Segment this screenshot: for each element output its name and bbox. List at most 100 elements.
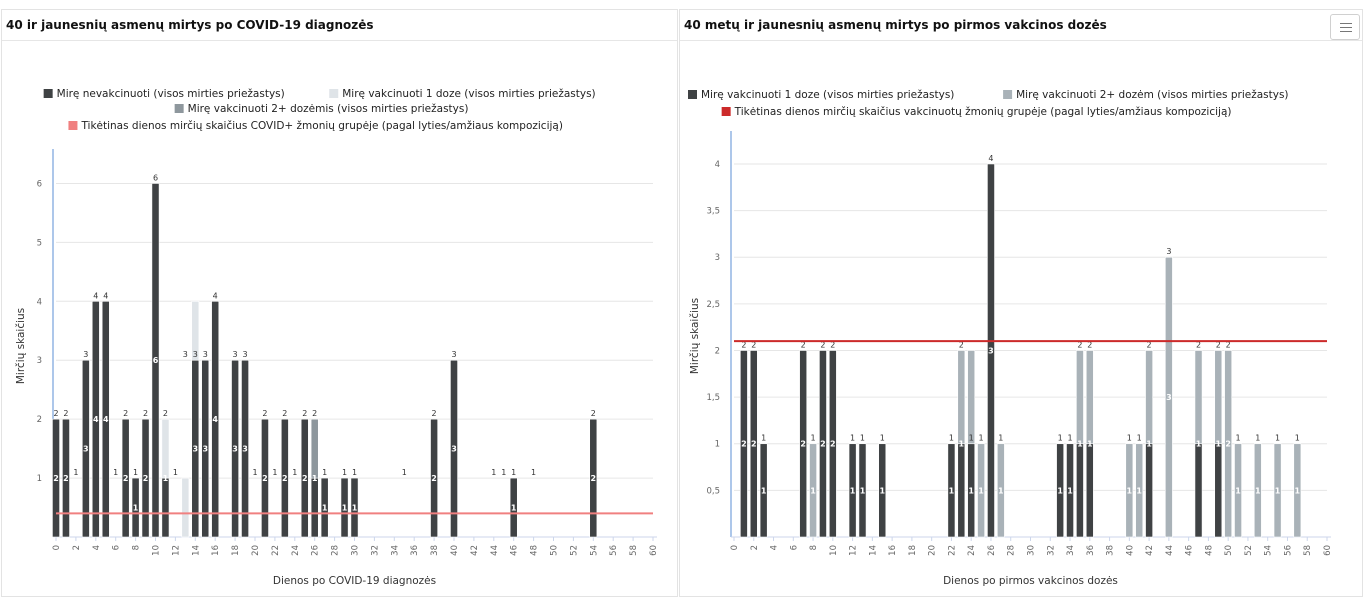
bar-data-label: 1 bbox=[183, 445, 189, 454]
bar-segment bbox=[1135, 443, 1144, 538]
bar-segment bbox=[1253, 443, 1262, 538]
x-tick-label: 12 bbox=[849, 545, 859, 556]
x-tick-label: 58 bbox=[629, 545, 639, 556]
x-tick-label: 4 bbox=[770, 545, 780, 550]
bar-segment bbox=[261, 418, 269, 538]
x-tick-label: 2 bbox=[72, 545, 82, 550]
x-tick-label: 18 bbox=[231, 545, 241, 556]
bar-segment bbox=[320, 477, 329, 538]
bar-data-label: 2 bbox=[1225, 440, 1231, 449]
x-tick-label: 22 bbox=[947, 545, 957, 556]
bar-total-label: 1 bbox=[1067, 434, 1072, 443]
bar-segment bbox=[131, 477, 140, 538]
bar-data-label: 1 bbox=[879, 486, 885, 495]
bar-segment bbox=[241, 359, 249, 538]
bar-data-label: 1 bbox=[531, 504, 537, 513]
x-tick-label: 56 bbox=[609, 545, 619, 556]
bar-total-label: 1 bbox=[811, 434, 816, 443]
x-tick-label: 28 bbox=[1007, 545, 1017, 556]
bar-segment bbox=[141, 418, 150, 538]
bar-segment bbox=[450, 359, 458, 538]
bar-segment bbox=[52, 418, 60, 538]
bar-data-label: 1 bbox=[163, 474, 169, 483]
bar-total-label: 2 bbox=[143, 409, 148, 418]
x-tick-label: 2 bbox=[750, 545, 760, 550]
bar-data-label: 1 bbox=[1077, 440, 1083, 449]
bar-data-label: 3 bbox=[193, 445, 199, 454]
bar-total-label: 3 bbox=[193, 350, 198, 359]
bar-segment bbox=[1194, 443, 1203, 538]
bar-segment bbox=[947, 443, 956, 538]
bar-segment bbox=[231, 359, 239, 538]
x-tick-label: 26 bbox=[987, 545, 997, 556]
x-tick-label: 40 bbox=[450, 545, 460, 556]
bar-total-label: 1 bbox=[1137, 434, 1142, 443]
bar-data-label: 3 bbox=[83, 445, 89, 454]
x-tick-label: 6 bbox=[112, 545, 122, 550]
y-tick-label: 2 bbox=[715, 346, 720, 356]
bar-data-label: 1 bbox=[73, 504, 79, 513]
bar-data-label: 1 bbox=[1215, 440, 1221, 449]
bar-data-label: 2 bbox=[431, 474, 437, 483]
bar-data-label: 1 bbox=[959, 440, 965, 449]
x-tick-label: 16 bbox=[211, 545, 221, 556]
bar-data-label: 1 bbox=[491, 504, 497, 513]
x-tick-label: 50 bbox=[550, 545, 560, 556]
bar-total-label: 6 bbox=[153, 173, 158, 182]
bar-data-label: 1 bbox=[401, 504, 407, 513]
bar-segment bbox=[350, 477, 359, 538]
bar-total-label: 4 bbox=[93, 291, 98, 300]
legend-swatch bbox=[329, 89, 339, 98]
bar-segment bbox=[1194, 350, 1203, 445]
x-tick-label: 24 bbox=[967, 545, 977, 556]
y-tick-label: 1 bbox=[37, 474, 42, 484]
y-tick-label: 5 bbox=[37, 238, 42, 248]
legend-label: Mirę vakcinuoti 2+ dozėmis (visos mirtie… bbox=[188, 103, 469, 115]
legend-label: Mirę vakcinuoti 1 doze (visos mirties pr… bbox=[701, 89, 954, 101]
bar-total-label: 1 bbox=[998, 434, 1003, 443]
x-tick-label: 16 bbox=[888, 545, 898, 556]
bar-data-label: 1 bbox=[860, 486, 866, 495]
bar-segment bbox=[1214, 350, 1223, 445]
bar-data-label: 4 bbox=[93, 415, 99, 424]
legend-label: Mirę nevakcinuoti (visos mirties priežas… bbox=[57, 88, 285, 100]
bar-segment bbox=[819, 350, 827, 538]
bar-data-label: 4 bbox=[103, 415, 109, 424]
x-tick-label: 38 bbox=[1106, 545, 1116, 556]
x-tick-label: 10 bbox=[152, 545, 162, 556]
y-tick-label: 1,5 bbox=[706, 393, 720, 403]
bar-segment bbox=[1076, 350, 1084, 445]
bar-data-label: 3 bbox=[1166, 393, 1172, 402]
bar-total-label: 2 bbox=[801, 340, 806, 349]
hamburger-menu-icon[interactable] bbox=[1330, 14, 1360, 40]
bar-segment bbox=[749, 350, 758, 538]
bar-total-label: 4 bbox=[988, 154, 993, 163]
bar-segment bbox=[740, 350, 748, 538]
x-axis-title: Dienos po pirmos vakcinos dozės bbox=[943, 575, 1118, 587]
bar-total-label: 4 bbox=[103, 291, 108, 300]
y-tick-label: 2 bbox=[37, 415, 42, 425]
bar-data-label: 1 bbox=[1255, 486, 1261, 495]
x-tick-label: 52 bbox=[569, 545, 579, 556]
bar-total-label: 1 bbox=[491, 468, 496, 477]
bar-segment bbox=[121, 418, 130, 538]
x-tick-label: 26 bbox=[311, 545, 321, 556]
bar-total-label: 1 bbox=[979, 434, 984, 443]
bar-segment bbox=[957, 350, 966, 445]
bar-data-label: 1 bbox=[968, 486, 974, 495]
bar-total-label: 1 bbox=[1295, 434, 1300, 443]
bar-segment bbox=[430, 418, 438, 538]
bar-total-label: 2 bbox=[302, 409, 307, 418]
bar-segment bbox=[62, 418, 70, 538]
bar-total-label: 1 bbox=[113, 468, 118, 477]
bar-data-label: 1 bbox=[998, 486, 1004, 495]
x-tick-label: 24 bbox=[291, 545, 301, 556]
bar-total-label: 2 bbox=[123, 409, 128, 418]
bar-segment bbox=[191, 301, 200, 361]
chart-panel-first-dose: 40 metų ir jaunesnių asmenų mirtys po pi… bbox=[679, 9, 1363, 597]
legend-swatch bbox=[174, 104, 184, 113]
bar-data-label: 1 bbox=[850, 486, 856, 495]
bar-segment bbox=[1085, 350, 1094, 445]
bar-data-label: 4 bbox=[212, 415, 218, 424]
x-tick-label: 42 bbox=[470, 545, 480, 556]
